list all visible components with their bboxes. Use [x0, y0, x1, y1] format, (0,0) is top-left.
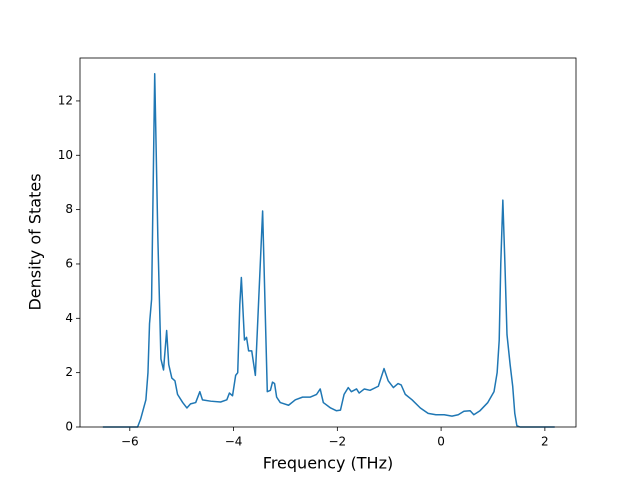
x-tick-label: −2: [328, 435, 346, 449]
x-tick-label: 2: [541, 435, 549, 449]
dos-line: [102, 73, 555, 428]
y-tick-label: 10: [58, 148, 73, 162]
y-tick-label: 2: [65, 365, 73, 379]
y-tick-label: 6: [65, 256, 73, 270]
y-tick-label: 0: [65, 420, 73, 434]
plot-frame: [79, 57, 577, 428]
x-tick-label: −6: [121, 435, 139, 449]
y-tick-label: 4: [65, 311, 73, 325]
x-axis-label: Frequency (THz): [263, 454, 393, 473]
x-tick-label: 0: [437, 435, 445, 449]
y-tick-label: 8: [65, 202, 73, 216]
y-axis-label: Density of States: [26, 173, 45, 310]
x-tick-label: −4: [225, 435, 243, 449]
y-tick-label: 12: [58, 93, 73, 107]
